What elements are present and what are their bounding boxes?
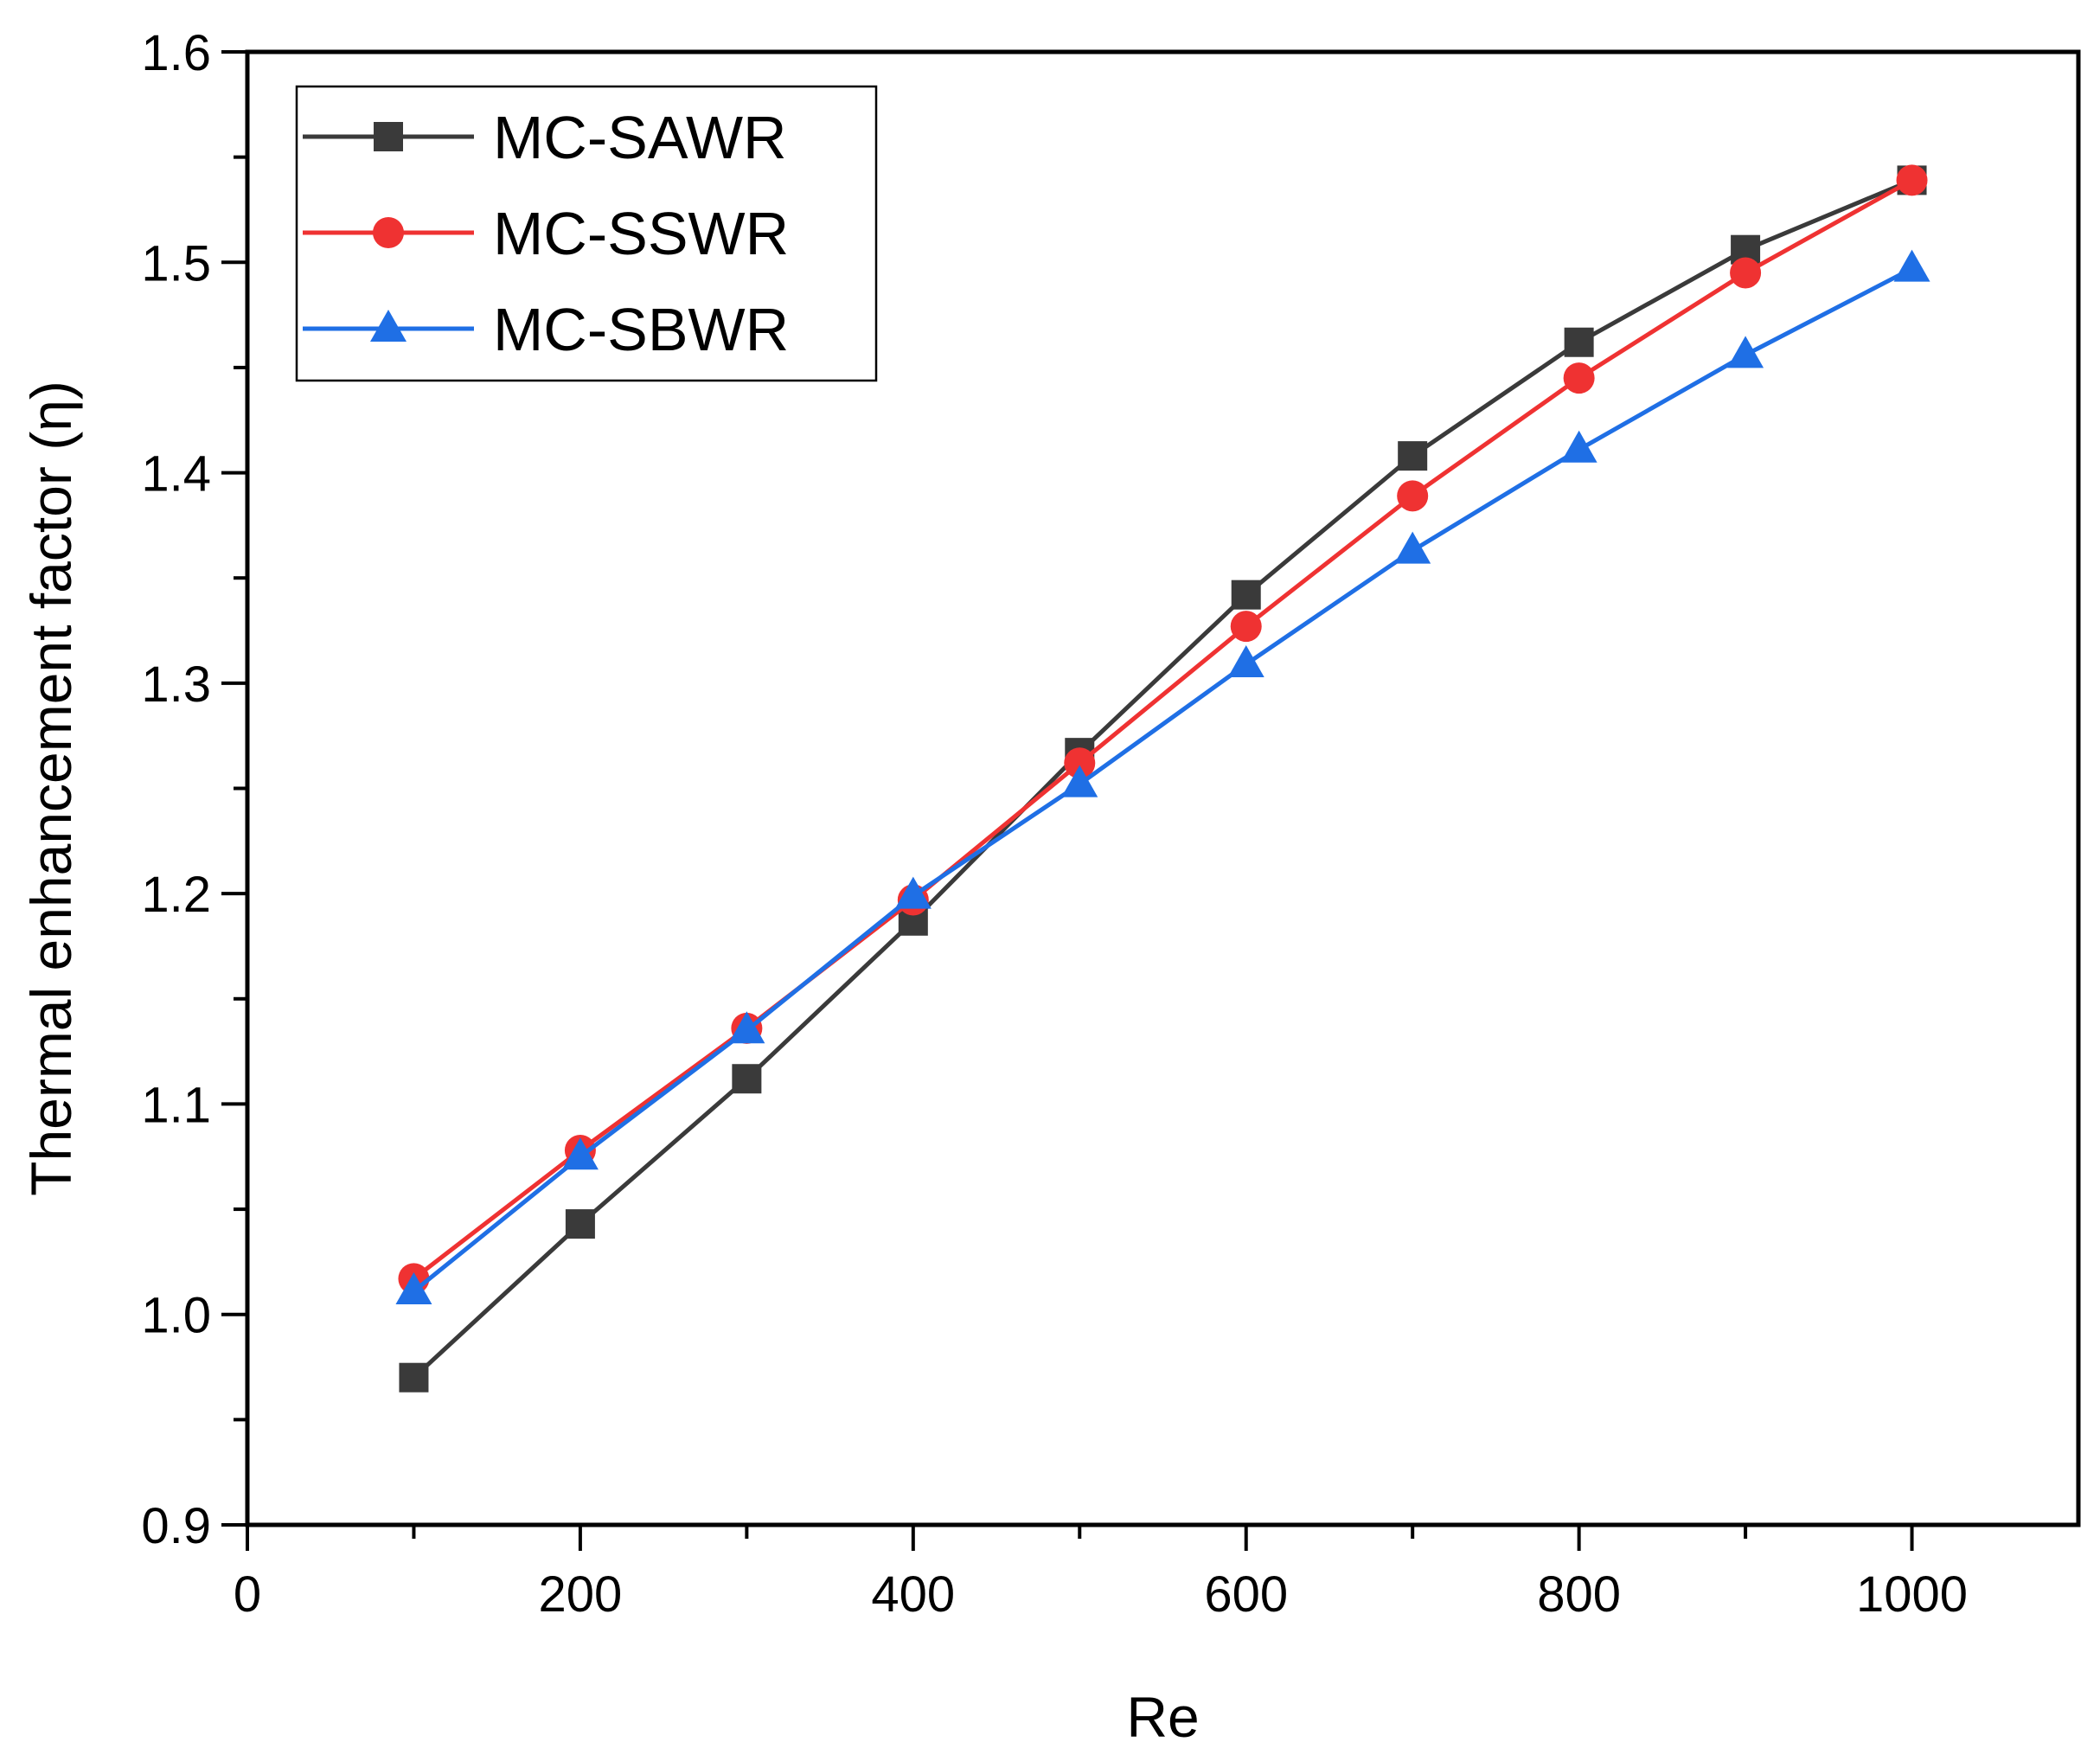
y-tick-label: 1.3	[141, 656, 211, 713]
data-point-mc-sswr	[1397, 480, 1429, 512]
legend-label-mc-sawr: MC-SAWR	[493, 104, 787, 171]
legend-item-mc-sbwr: MC-SBWR	[303, 296, 789, 363]
legend-marker	[373, 217, 404, 248]
data-point-mc-sswr	[1896, 164, 1928, 196]
x-tick-label: 600	[1204, 1566, 1288, 1623]
data-point-mc-sawr	[732, 1064, 762, 1094]
x-axis-title: Re	[1126, 1685, 1199, 1749]
series-line-mc-sbwr	[412, 266, 1913, 1293]
y-tick-label: 1.6	[141, 25, 211, 81]
y-tick-label: 1.4	[141, 446, 211, 503]
legend-label-mc-sswr: MC-SSWR	[493, 200, 789, 267]
x-tick-label: 800	[1537, 1566, 1621, 1623]
data-point-mc-sswr	[1064, 747, 1096, 779]
data-point-mc-sbwr	[395, 1271, 432, 1304]
y-tick-label: 1.0	[141, 1288, 211, 1344]
x-tick-label: 1000	[1856, 1566, 1968, 1623]
y-tick-label: 0.9	[141, 1498, 211, 1554]
data-point-mc-sswr	[1230, 611, 1262, 643]
legend-marker	[374, 122, 403, 151]
data-point-mc-sawr	[1231, 580, 1261, 610]
data-point-mc-sbwr	[1893, 249, 1930, 282]
y-tick-label: 1.2	[141, 867, 211, 923]
x-tick-label: 200	[539, 1566, 623, 1623]
legend-label-mc-sbwr: MC-SBWR	[493, 296, 789, 363]
data-point-mc-sawr	[565, 1209, 595, 1239]
data-point-mc-sbwr	[1727, 336, 1764, 368]
data-point-mc-sswr	[1730, 257, 1762, 289]
x-tick-label: 400	[871, 1566, 955, 1623]
series-line-mc-sawr	[412, 178, 1913, 1380]
series-layer	[395, 164, 1930, 1393]
legend-item-mc-sawr: MC-SAWR	[303, 104, 787, 171]
data-point-mc-sbwr	[728, 1011, 765, 1044]
data-point-mc-sbwr	[1394, 531, 1431, 564]
data-point-mc-sawr	[1398, 441, 1428, 471]
data-point-mc-sbwr	[1560, 430, 1597, 463]
data-point-mc-sbwr	[561, 1137, 599, 1170]
data-point-mc-sawr	[1564, 327, 1594, 357]
data-point-mc-sswr	[1563, 362, 1595, 394]
data-point-mc-sawr	[399, 1362, 429, 1393]
data-point-mc-sbwr	[1227, 644, 1264, 677]
y-axis-title: Thermal enhancement factor (η)	[19, 381, 83, 1196]
y-tick-label: 1.5	[141, 235, 211, 291]
legend-item-mc-sswr: MC-SSWR	[303, 200, 789, 267]
series-mc-sbwr	[395, 249, 1930, 1304]
legend: MC-SAWR MC-SSWR MC-SBWR	[295, 85, 878, 382]
data-point-mc-sbwr	[894, 876, 932, 909]
series-line-mc-sswr	[412, 178, 1913, 1281]
x-tick-label: 0	[234, 1566, 261, 1623]
legend-marker	[370, 310, 407, 342]
y-tick-label: 1.1	[141, 1077, 211, 1133]
ticks-layer: 0 200 400 600 800 1000 0.9 1.0 1.1 1.2 1.3 1.4 1.5 1.…	[141, 25, 1968, 1623]
data-point-mc-sbwr	[1061, 765, 1098, 797]
